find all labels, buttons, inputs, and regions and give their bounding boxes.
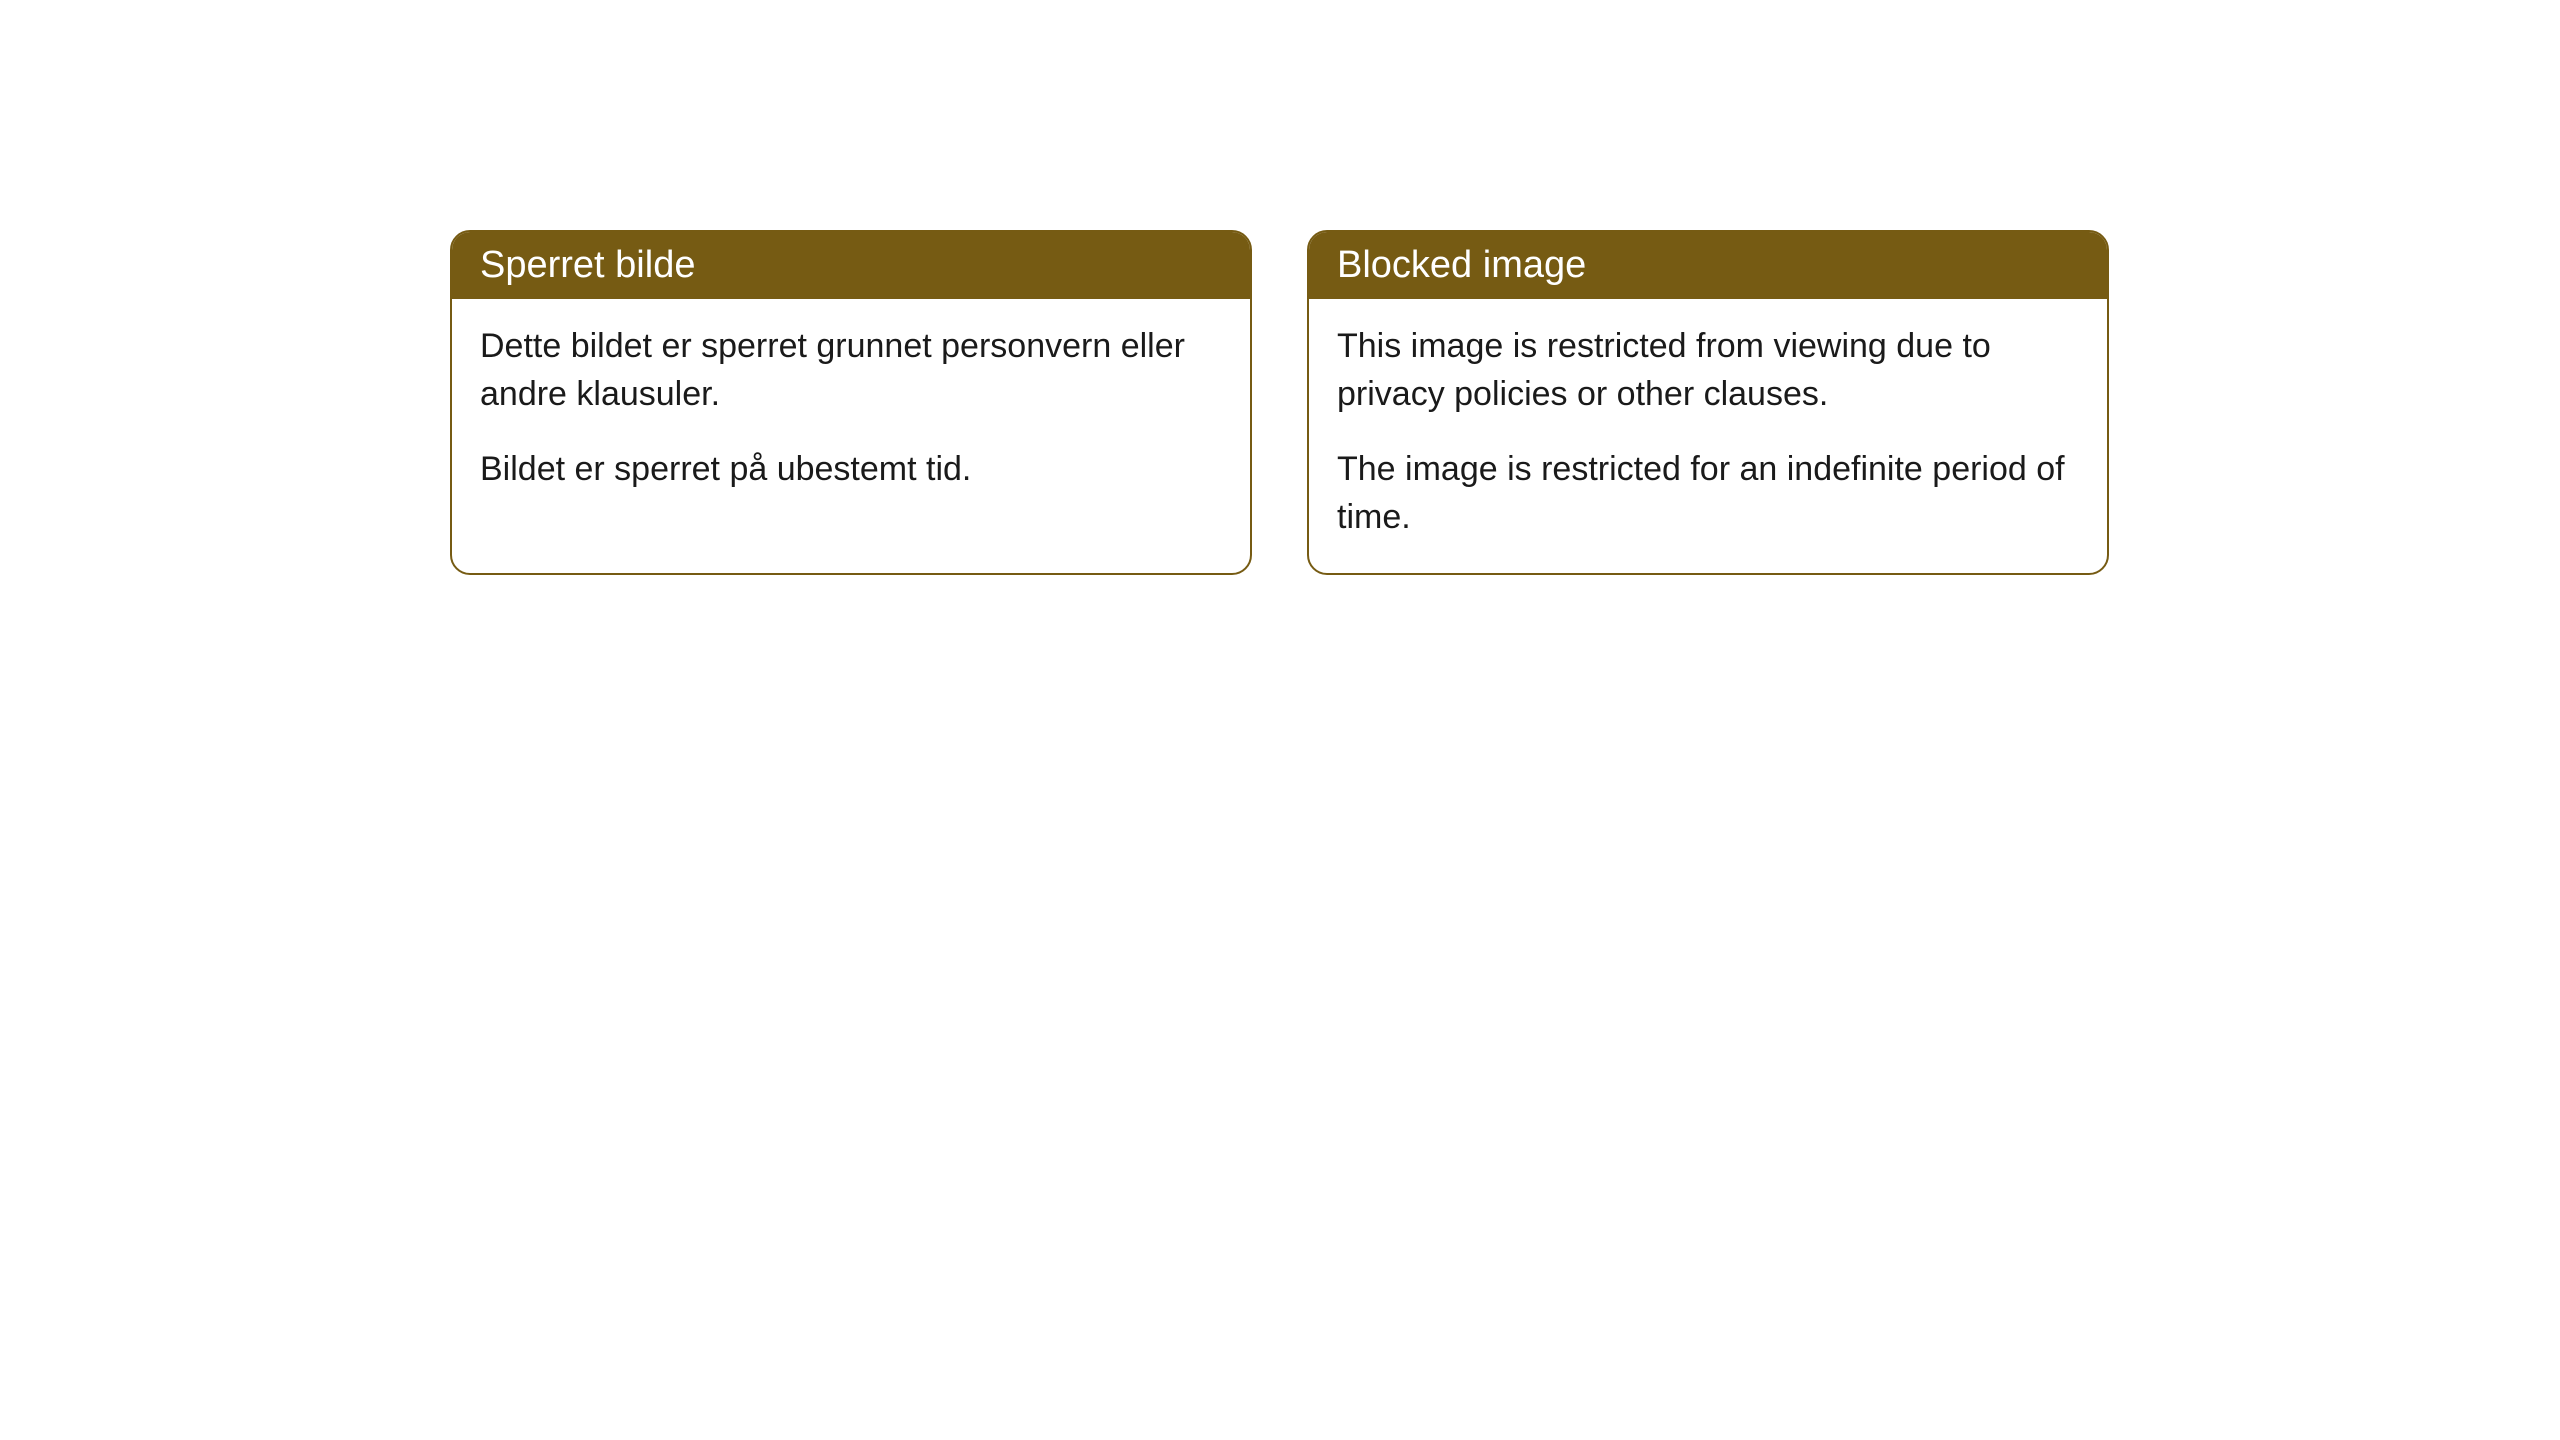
card-body: This image is restricted from viewing du… <box>1309 299 2107 573</box>
card-paragraph: Dette bildet er sperret grunnet personve… <box>480 323 1222 418</box>
notice-card-english: Blocked image This image is restricted f… <box>1307 230 2109 575</box>
card-header: Sperret bilde <box>452 232 1250 299</box>
card-paragraph: Bildet er sperret på ubestemt tid. <box>480 446 1222 494</box>
card-header: Blocked image <box>1309 232 2107 299</box>
notice-card-norwegian: Sperret bilde Dette bildet er sperret gr… <box>450 230 1252 575</box>
card-paragraph: This image is restricted from viewing du… <box>1337 323 2079 418</box>
card-paragraph: The image is restricted for an indefinit… <box>1337 446 2079 541</box>
notice-cards-container: Sperret bilde Dette bildet er sperret gr… <box>450 230 2109 575</box>
card-body: Dette bildet er sperret grunnet personve… <box>452 299 1250 526</box>
